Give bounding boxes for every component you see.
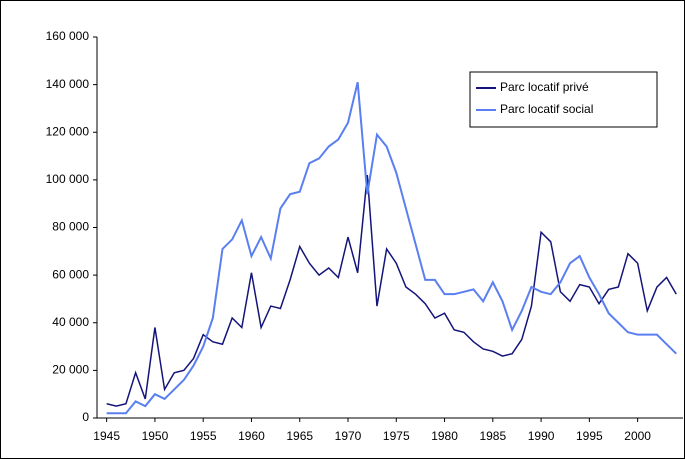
- y-tick-label: 140 000: [46, 77, 90, 91]
- x-tick-label: 1945: [93, 429, 120, 443]
- x-tick-label: 1990: [528, 429, 555, 443]
- x-tick-label: 1965: [286, 429, 313, 443]
- series-line: [106, 175, 677, 407]
- x-tick-label: 1955: [190, 429, 217, 443]
- y-tick-label: 160 000: [46, 29, 90, 43]
- y-tick-label: 0: [82, 410, 89, 424]
- x-tick-label: 1960: [238, 429, 265, 443]
- series-line: [106, 82, 677, 415]
- x-tick-label: 1985: [479, 429, 506, 443]
- y-tick-label: 60 000: [52, 267, 89, 281]
- y-tick-label: 80 000: [52, 220, 89, 234]
- x-tick-label: 1980: [431, 429, 458, 443]
- y-tick-label: 120 000: [46, 124, 90, 138]
- x-tick-label: 1975: [383, 429, 410, 443]
- legend-label: Parc locatif privé: [500, 80, 589, 94]
- y-tick-label: 20 000: [52, 363, 89, 377]
- legend-label: Parc locatif social: [500, 102, 593, 116]
- x-tick-label: 1970: [335, 429, 362, 443]
- y-tick-label: 100 000: [46, 172, 90, 186]
- x-tick-label: 2000: [624, 429, 651, 443]
- y-tick-label: 40 000: [52, 315, 89, 329]
- x-tick-label: 1995: [576, 429, 603, 443]
- x-tick-label: 1950: [142, 429, 169, 443]
- legend-box: [469, 71, 658, 128]
